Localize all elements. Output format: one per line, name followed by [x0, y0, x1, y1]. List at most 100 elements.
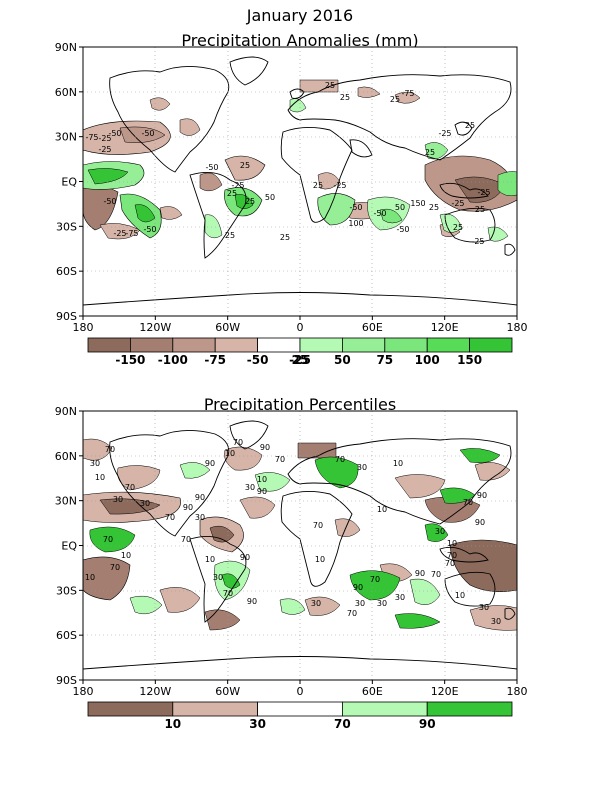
lat-tick-label: 90S	[56, 674, 77, 687]
contour-label: 30	[90, 459, 100, 468]
contour-label: -75	[125, 229, 138, 238]
contour-label: 70	[233, 438, 243, 447]
contour-label: -25	[98, 134, 111, 143]
contour-label: 25	[227, 189, 237, 198]
contour-label: 90	[257, 487, 267, 496]
panel-2-gridlines	[83, 411, 517, 680]
colorbar-label: 10	[164, 717, 181, 731]
panel-1-lat-ticks: 90N 60N 30N EQ 30S 60S 90S	[55, 41, 83, 323]
contour-label: -25	[438, 129, 451, 138]
contour-label: -25	[231, 181, 244, 190]
contour-label: 70	[370, 575, 380, 584]
contour-label: 70	[431, 570, 441, 579]
contour-label: 30	[113, 495, 123, 504]
lon-tick-label: 0	[297, 685, 304, 698]
contour-label: 10	[95, 473, 105, 482]
lon-tick-label: 0	[297, 321, 304, 334]
lat-tick-label: 60N	[55, 450, 77, 463]
contour-label: 30	[195, 513, 205, 522]
contour-label: 70	[103, 535, 113, 544]
contour-label: -25	[113, 229, 126, 238]
lat-tick-label: 60N	[55, 86, 77, 99]
colorbar-swatch	[299, 337, 343, 353]
lon-tick-label: 120E	[431, 321, 459, 334]
lat-tick-label: 30S	[56, 220, 77, 233]
contour-label: -25	[471, 237, 484, 246]
lat-tick-label: 90S	[56, 310, 77, 323]
contour-label: -25	[477, 188, 490, 197]
colorbar-swatch	[172, 701, 259, 717]
contour-label: 25	[475, 205, 485, 214]
contour-label: 90	[415, 569, 425, 578]
colorbar-swatch	[426, 701, 513, 717]
colorbar-swatch	[469, 337, 513, 353]
colorbar-swatch	[87, 701, 174, 717]
contour-label: 10	[257, 475, 267, 484]
contour-label: 70	[125, 483, 135, 492]
colorbar-label: 25	[292, 353, 309, 367]
contour-label: 30	[395, 593, 405, 602]
lon-tick-label: 60E	[362, 321, 383, 334]
contour-label: 25	[280, 233, 290, 242]
contour-label: -50	[103, 197, 116, 206]
panel-2-lon-ticks: 180 120W 60W 0 60E 120E 180	[73, 680, 528, 698]
contour-label: -25	[333, 181, 346, 190]
colorbar-swatch	[129, 337, 174, 353]
lon-tick-label: 120W	[139, 685, 171, 698]
contour-label: -50	[349, 203, 362, 212]
contour-label: 10	[205, 555, 215, 564]
lat-tick-label: 30N	[55, 495, 77, 508]
lon-tick-label: 120E	[431, 685, 459, 698]
colorbar-label: 30	[249, 717, 266, 731]
colorbar-label: 100	[415, 353, 440, 367]
contour-label: 10	[85, 573, 95, 582]
colorbar-label: -100	[158, 353, 188, 367]
contour-label: 25	[425, 148, 435, 157]
lon-tick-label: 60W	[215, 685, 240, 698]
colorbar-swatch	[257, 337, 301, 353]
contour-label: 10	[315, 555, 325, 564]
colorbar-label: 50	[334, 353, 351, 367]
contour-label: 10	[455, 591, 465, 600]
contour-label: 50	[265, 193, 275, 202]
contour-label: 25	[465, 121, 475, 130]
contour-label: 70	[463, 498, 473, 507]
contour-label: 150	[410, 199, 425, 208]
contour-label: 25	[325, 81, 335, 90]
contour-label: 70	[335, 455, 345, 464]
lon-tick-label: 180	[507, 321, 528, 334]
panel-2-colorbar: 10 30 70 90	[87, 701, 513, 731]
lon-tick-label: 60W	[215, 321, 240, 334]
contour-label: -25	[451, 199, 464, 208]
contour-label: 25	[313, 181, 323, 190]
lat-tick-label: 90N	[55, 405, 77, 418]
lat-tick-label: EQ	[61, 176, 77, 189]
panel-1-coastlines	[83, 56, 517, 306]
contour-label: 90	[477, 491, 487, 500]
contour-label: 25	[340, 93, 350, 102]
lat-tick-label: 60S	[56, 629, 77, 642]
lon-tick-label: 180	[73, 321, 94, 334]
contour-label: 70	[275, 455, 285, 464]
contour-label: 90	[240, 553, 250, 562]
colorbar-label: -150	[115, 353, 145, 367]
contour-label: 30	[311, 599, 321, 608]
contour-label: -75	[85, 133, 98, 142]
contour-label: 30	[245, 483, 255, 492]
lon-tick-label: 60E	[362, 685, 383, 698]
contour-label: 70	[105, 445, 115, 454]
lat-tick-label: 60S	[56, 265, 77, 278]
panel-1-title: Precipitation Anomalies (mm)	[181, 31, 418, 50]
contour-label: 25	[245, 197, 255, 206]
panel-2-title: Precipitation Percentiles	[204, 395, 396, 414]
contour-label: -50	[373, 209, 386, 218]
contour-label: 70	[181, 535, 191, 544]
contour-label: 10	[393, 459, 403, 468]
contour-label: 70	[347, 609, 357, 618]
colorbar-swatch	[384, 337, 428, 353]
contour-label: -50	[141, 129, 154, 138]
panel-1-lon-ticks: 180 120W 60W 0 60E 120E 180	[73, 316, 528, 334]
contour-label: 90	[475, 518, 485, 527]
colorbar-label: -50	[247, 353, 269, 367]
